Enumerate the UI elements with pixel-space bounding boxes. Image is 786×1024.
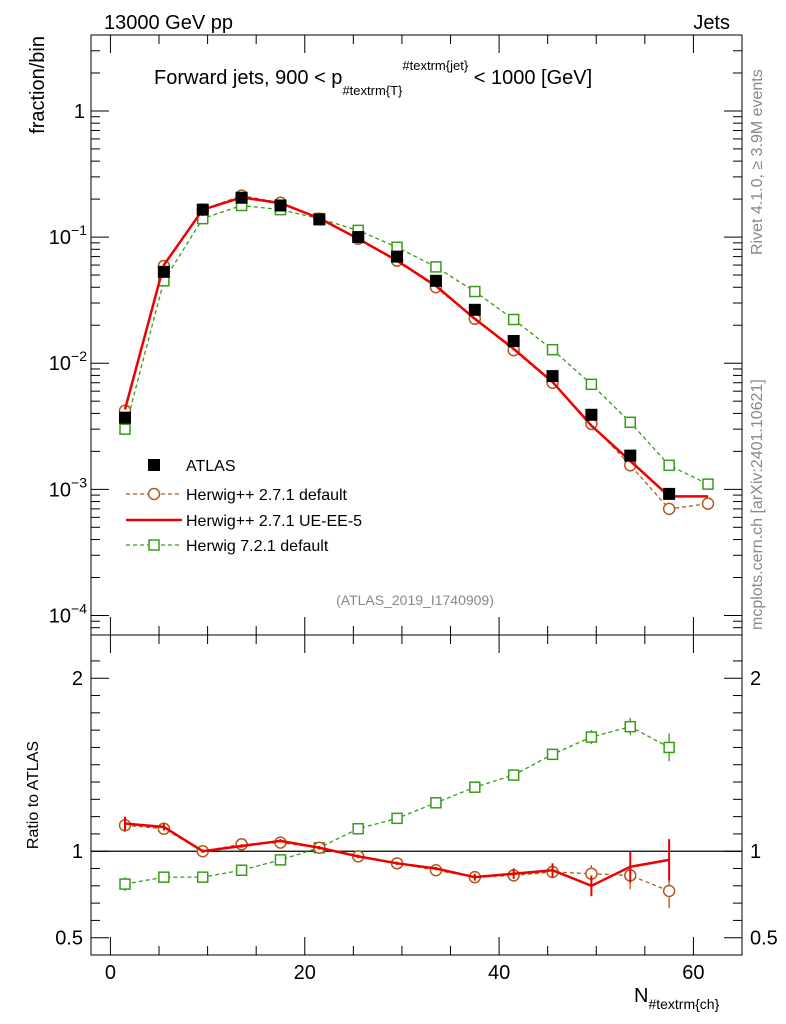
main-y-tick-label: 10−4 <box>49 600 87 627</box>
main-y-tick-label: 10−2 <box>49 348 87 375</box>
ratio-herwig7-point <box>624 720 637 733</box>
ratio-herwig7-point <box>585 731 598 743</box>
main-y-axis-label: fraction/bin <box>27 36 49 134</box>
main-y-tick-label: 10−3 <box>49 474 87 501</box>
legend-marker-atlas <box>148 459 160 471</box>
ratio-herwig7-point <box>235 864 248 876</box>
ratio-y-axis-label: Ratio to ATLAS <box>25 741 42 849</box>
atlas-data-point <box>119 411 132 424</box>
herwigpp-default-point <box>662 502 676 516</box>
ratio-y-tick-label-left: 2 <box>72 668 83 690</box>
herwig7-default-point <box>624 416 637 429</box>
legend-label-herwigpp-default: Herwig++ 2.7.1 default <box>186 487 348 504</box>
atlas-data-point <box>313 213 326 226</box>
atlas-data-point <box>429 274 442 287</box>
atlas-data-point <box>391 250 404 263</box>
herwig7-default-point <box>119 423 131 435</box>
herwig7-default-point <box>507 313 520 326</box>
ratio-herwig7-point <box>158 871 170 883</box>
ratio-herwig7-point <box>352 822 364 835</box>
herwig7-default-point <box>469 285 481 298</box>
atlas-data-point <box>507 334 520 347</box>
legend-label-atlas: ATLAS <box>186 458 236 475</box>
ratio-y-tick-label-right: 1 <box>750 841 761 863</box>
ratio-herwig7-point <box>391 812 403 825</box>
ratio-herwigpp-default-point <box>662 884 676 898</box>
herwig7-default-point <box>585 378 598 391</box>
legend-marker-herwig7 <box>148 539 160 551</box>
atlas-data-point <box>585 408 598 421</box>
ratio-herwig7-point <box>663 741 675 754</box>
ratio-x-tick-label: 40 <box>488 962 510 984</box>
herwig7-default-point <box>702 478 714 490</box>
herwigpp-ueee5-line <box>123 196 708 498</box>
mcplots-label: mcplots.cern.ch [arXiv:2401.10621] <box>749 379 766 630</box>
legend-label-herwig7: Herwig 7.2.1 default <box>186 538 329 555</box>
legend: ATLAS Herwig++ 2.7.1 default Herwig++ 2.… <box>126 458 362 555</box>
x-axis-label: N#textrm{ch} <box>634 985 720 1012</box>
herwigpp-default-point <box>701 497 715 510</box>
header-right: Jets <box>693 12 730 34</box>
ratio-x-tick-label: 0 <box>105 962 116 984</box>
atlas-data-point <box>546 370 559 383</box>
atlas-data-point <box>157 265 170 278</box>
legend-label-herwigpp-ueee5: Herwig++ 2.7.1 UE-EE-5 <box>186 513 362 530</box>
plot-title: Forward jets, 900 < p#textrm{T}#textrm{j… <box>154 58 592 98</box>
atlas-data-point <box>274 199 287 212</box>
atlas-data-point <box>624 449 637 462</box>
ratio-herwig7-point <box>274 854 287 866</box>
ratio-x-tick-label: 20 <box>294 962 316 984</box>
atlas-data-point <box>468 303 481 316</box>
atlas-data-point <box>196 203 209 216</box>
ratio-herwig7-point <box>119 878 131 890</box>
ratio-herwig7-point <box>196 871 209 883</box>
ratio-herwig7-point <box>469 781 481 793</box>
ratio-y-tick-label-right: 2 <box>750 668 761 690</box>
analysis-id: (ATLAS_2019_I1740909) <box>336 592 494 608</box>
herwig7-default-point <box>546 343 559 356</box>
ratio-panel-frame <box>90 634 743 956</box>
ratio-herwig7-point <box>546 748 559 761</box>
main-y-tick-label: 10−1 <box>49 222 87 249</box>
herwig7-default-point <box>663 459 675 472</box>
herwig7-default-line <box>124 204 709 485</box>
ratio-y-tick-label-left: 1 <box>72 841 83 863</box>
ratio-herwig7-point <box>430 797 442 809</box>
atlas-data-point <box>235 191 248 204</box>
ratio-herwig7-point <box>507 769 520 781</box>
header-left: 13000 GeV pp <box>104 12 233 34</box>
herwig7-default-point <box>430 261 442 273</box>
rivet-version-label: Rivet 4.1.0, ≥ 3.9M events <box>749 69 766 255</box>
atlas-data-point <box>352 231 365 244</box>
ratio-y-tick-label-right: 0.5 <box>750 928 778 950</box>
ratio-y-tick-label-left: 0.5 <box>55 928 83 950</box>
legend-marker-herwigpp-default <box>147 487 161 501</box>
main-y-tick-label: 1 <box>74 101 85 123</box>
ratio-x-tick-label: 60 <box>682 962 704 984</box>
atlas-data-point <box>663 487 676 500</box>
